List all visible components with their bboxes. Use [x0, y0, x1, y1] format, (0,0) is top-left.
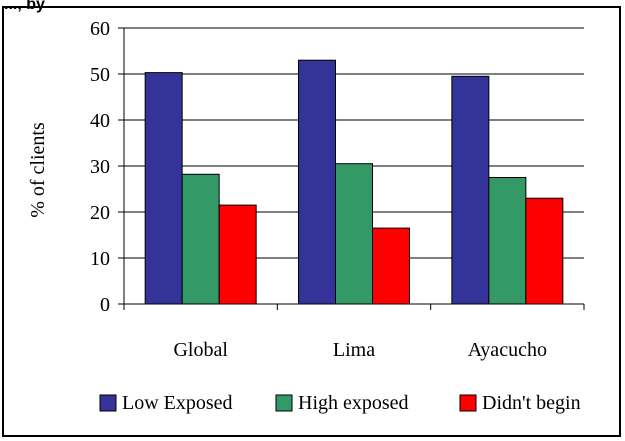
category-label: Ayacucho [468, 339, 547, 361]
bars [144, 59, 564, 305]
y-tick-label: 50 [90, 64, 110, 86]
bar-lima-series-1 [298, 59, 336, 305]
category-labels: Global Lima Ayacucho [173, 339, 547, 361]
y-axis-title: % of clients [27, 122, 49, 218]
legend-swatch [459, 394, 477, 412]
y-tick-label: 30 [90, 156, 110, 178]
bar-global-series-3 [218, 204, 257, 305]
bar-global-series-1 [144, 72, 183, 305]
chart-top-caption: ..., by [4, 0, 45, 13]
legend-label: Didn't begin [482, 392, 581, 414]
y-tick-label: 20 [90, 202, 110, 224]
legend-swatch [275, 394, 293, 412]
y-tick-labels: 0 10 20 30 40 50 60 [90, 18, 110, 316]
axes [118, 27, 585, 310]
bar-lima-series-3 [372, 227, 410, 305]
legend-swatch [99, 394, 117, 412]
y-tick-label: 40 [90, 110, 110, 132]
bar-ayacucho-series-1 [451, 75, 490, 305]
legend: Low Exposed High exposed Didn't begin [99, 392, 581, 414]
category-label: Lima [333, 339, 375, 361]
legend-label: Low Exposed [122, 392, 233, 414]
y-tick-label: 10 [90, 248, 110, 270]
bar-global-series-2 [181, 173, 220, 305]
y-tick-label: 60 [90, 18, 110, 40]
bar-lima-series-2 [335, 163, 373, 305]
category-label: Global [173, 339, 228, 361]
bar-ayacucho-series-3 [525, 197, 564, 305]
legend-label: High exposed [298, 392, 409, 414]
bar-ayacucho-series-2 [488, 177, 527, 305]
y-tick-label: 0 [100, 294, 110, 316]
